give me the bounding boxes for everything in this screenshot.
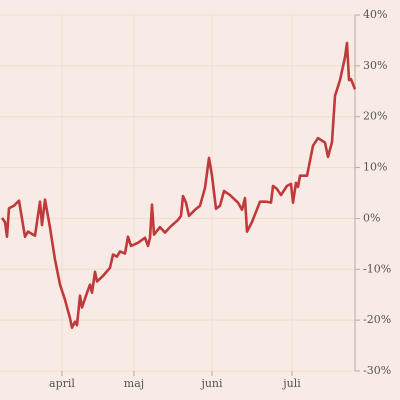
x-tick-label: april	[49, 377, 75, 390]
x-tick-label: juli	[281, 377, 301, 390]
y-tick-label: 20%	[363, 110, 387, 123]
y-tick-label: 0%	[363, 211, 380, 224]
y-tick-label: -20%	[363, 313, 391, 326]
y-tick-label: -10%	[363, 262, 391, 275]
y-tick-label: 10%	[363, 161, 387, 174]
x-tick-label: juni	[199, 377, 223, 390]
line	[0, 41, 357, 330]
y-tick-label: 30%	[363, 59, 387, 72]
y-tick-label: 40%	[363, 8, 387, 21]
x-tick-label: maj	[124, 377, 144, 390]
y-tick-label: -30%	[363, 364, 391, 377]
